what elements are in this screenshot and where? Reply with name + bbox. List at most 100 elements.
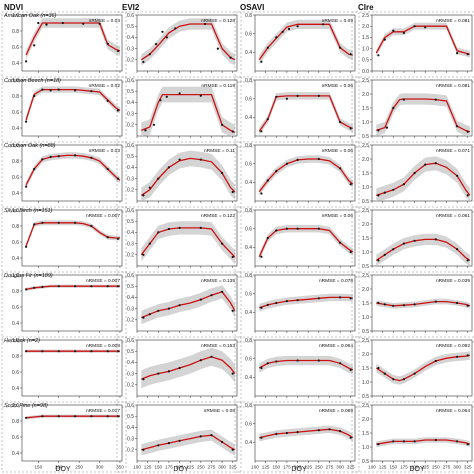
species-label: Douglas Fir (n=189) — [4, 273, 53, 279]
y-tick-label: 0.6 — [12, 370, 19, 376]
x-tick-label: 125 — [144, 465, 152, 470]
observation-point — [41, 285, 44, 289]
observation-point — [142, 448, 145, 451]
observation-point — [178, 92, 181, 95]
y-tick-label: 0.8 — [245, 208, 252, 214]
fit-line — [375, 354, 471, 382]
x-tick-label: 125 — [379, 465, 387, 470]
nrmse-label: nRMSE = 0.153 — [201, 343, 235, 349]
observation-point — [434, 300, 437, 303]
observation-point — [275, 229, 278, 232]
y-tick-label: 2.0 — [362, 287, 369, 293]
observation-point — [275, 360, 278, 363]
y-tick-label: 0.5 — [127, 154, 134, 160]
y-tick-label: 0.5 — [127, 24, 134, 30]
observation-point — [116, 285, 119, 288]
observation-point — [142, 316, 145, 319]
y-tick-label: 0.8 — [12, 29, 19, 35]
observation-point — [178, 366, 181, 370]
observation-point — [165, 95, 168, 98]
confidence-band — [376, 93, 470, 136]
observation-point — [392, 304, 395, 307]
plot-frame — [254, 339, 356, 397]
y-tick-label: 0.4 — [127, 360, 134, 366]
species-label: American Oak (n=36) — [3, 13, 57, 19]
nrmse-label: nRMSE = 0.007 — [86, 213, 120, 219]
observation-point — [260, 130, 263, 133]
observation-point — [49, 155, 52, 159]
panel-cire-douglas-fir: 0.5 1.0 1.5 2.0 2.5 nRMSE = 0.039 — [351, 271, 474, 343]
x-tick-label: 250 — [315, 465, 323, 470]
nrmse-label: nRMSE = 0.08 — [204, 408, 236, 414]
observation-point — [74, 89, 77, 92]
y-tick-label: 0.6 — [127, 338, 134, 344]
observation-point — [25, 350, 28, 353]
observation-point — [377, 259, 380, 262]
y-tick-label: 1.5 — [362, 106, 369, 112]
y-tick-label: 0.4 — [245, 310, 252, 316]
y-tick-label: 2.0 — [362, 157, 369, 163]
observation-point — [165, 36, 168, 39]
y-tick-label: 0.4 — [245, 180, 252, 186]
observation-point — [231, 130, 234, 133]
panel-evi2-silver-birch: 0.2 0.3 0.4 0.5 0.6 nRMSE = 0.122 — [116, 206, 242, 278]
y-tick-label: 0.5 — [362, 329, 369, 335]
fit-line — [140, 23, 236, 61]
x-axis-label-osavi: DOY — [291, 466, 307, 473]
observation-point — [285, 162, 288, 165]
y-tick-label: 0.6 — [127, 143, 134, 149]
observation-point — [57, 155, 60, 158]
y-tick-label: 0.8 — [12, 94, 19, 100]
observation-point — [152, 123, 156, 126]
observation-point — [157, 177, 160, 180]
x-tick-label: 100 — [368, 465, 376, 470]
y-tick-label: 0.4 — [12, 191, 19, 197]
y-tick-label: 2.0 — [362, 92, 369, 98]
y-tick-label: 1.0 — [12, 13, 19, 19]
x-tick-label: 325 — [229, 465, 237, 470]
observation-point — [116, 415, 119, 418]
x-tick-label: 150 — [154, 465, 162, 470]
species-label: Silver Birch (n=151) — [4, 208, 53, 214]
observation-point — [413, 239, 416, 242]
observation-point — [106, 42, 109, 45]
y-tick-label: 0.2 — [127, 253, 134, 259]
observation-point — [339, 296, 342, 299]
observation-point — [413, 372, 416, 375]
nrmse-label: nRMSE = 0.04 — [89, 18, 121, 24]
observation-point — [98, 22, 101, 25]
x-axis-label-cire: DOY — [409, 466, 425, 473]
column-headers: NDVI EVI2 OSAVI CIre — [4, 3, 374, 12]
observation-point — [167, 166, 170, 169]
observation-point — [45, 23, 48, 26]
fit-line — [376, 439, 471, 445]
observation-point — [148, 53, 151, 56]
observation-point — [349, 250, 352, 254]
observation-point — [33, 167, 36, 171]
observation-point — [424, 26, 427, 29]
x-tick-label: 150 — [272, 465, 280, 470]
y-tick-label: 1.0 — [12, 78, 19, 84]
observation-point — [466, 443, 469, 446]
y-tick-label: 0.6 — [12, 110, 19, 116]
observation-point — [349, 183, 352, 186]
observation-point — [37, 21, 40, 25]
observation-point — [210, 434, 213, 437]
observation-point — [402, 440, 405, 443]
panel-osavi-silver-birch: 0.4 0.6 0.8 nRMSE = 0.06 — [234, 206, 360, 278]
observation-point — [41, 415, 44, 418]
column-header-evi2: EVI2 — [122, 3, 140, 12]
y-tick-label: 1.0 — [12, 338, 19, 344]
observation-point — [148, 242, 151, 245]
observation-point — [49, 89, 52, 92]
nrmse-label: nRMSE = 0.06 — [322, 148, 354, 154]
observation-point — [402, 183, 405, 186]
x-tick-label: 100 — [251, 465, 259, 470]
observation-point — [383, 38, 386, 41]
y-tick-label: 2.5 — [362, 273, 369, 279]
x-tick-label: 275 — [443, 465, 451, 470]
y-tick-label: 0.2 — [127, 188, 134, 194]
fit-line — [259, 428, 354, 439]
observation-point — [296, 299, 299, 302]
observation-point — [392, 378, 395, 381]
